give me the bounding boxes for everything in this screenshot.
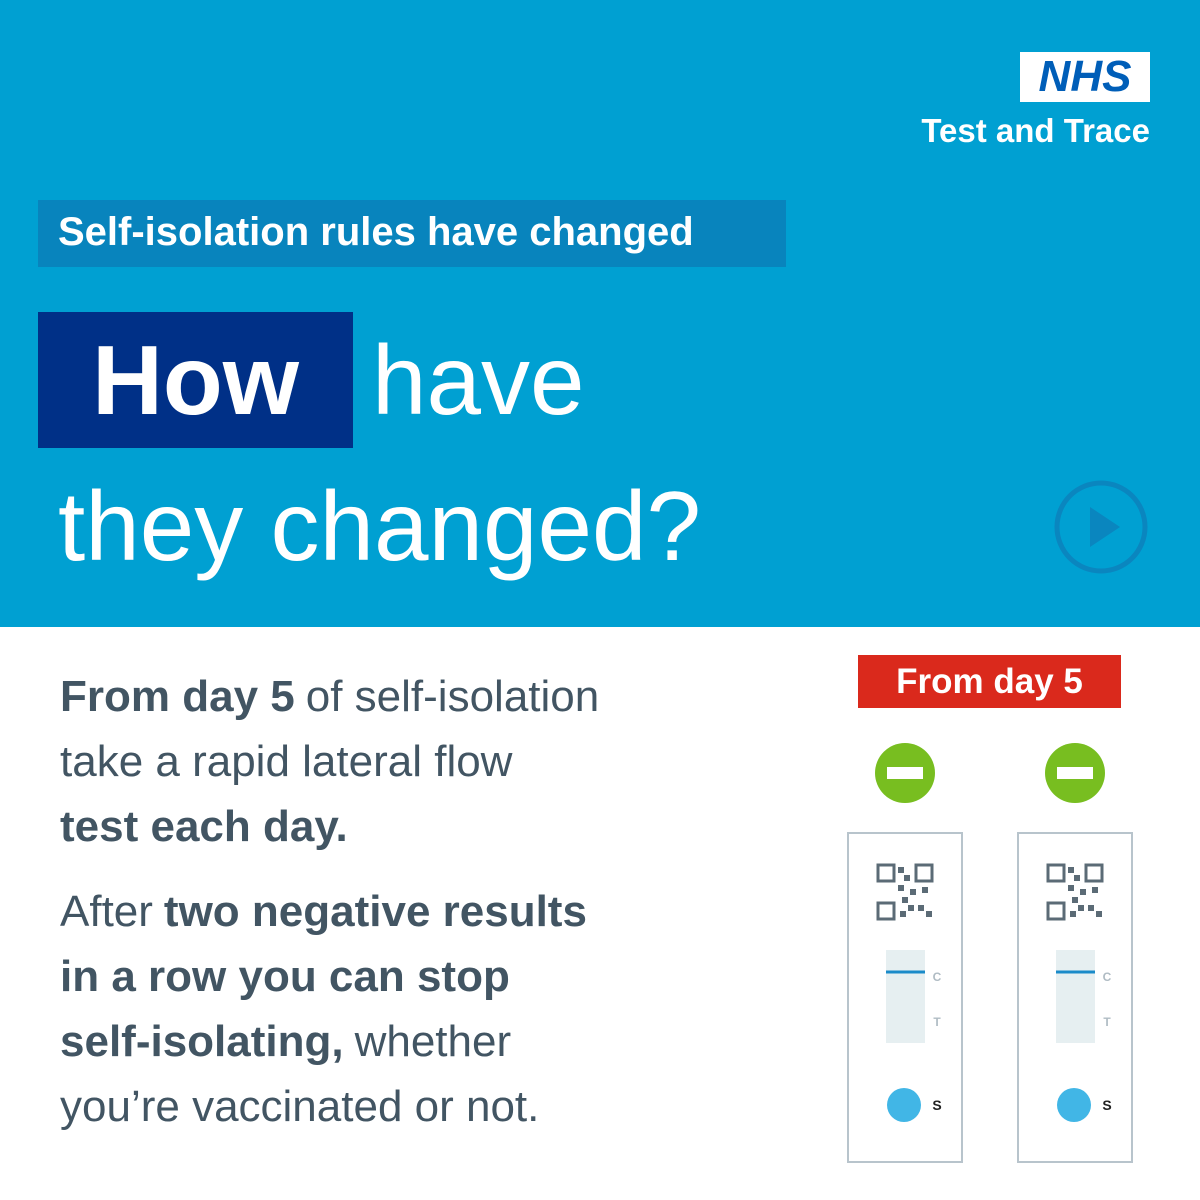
headline-rest: have (372, 325, 585, 435)
headline-line2: they changed? (58, 471, 701, 581)
body-segment: After (60, 887, 153, 936)
body-line: you’re vaccinated or not. (60, 1082, 539, 1132)
badge: From day 5 (896, 662, 1083, 701)
qr-module (1068, 867, 1074, 873)
qr-module (1088, 905, 1094, 911)
qr-module (1080, 889, 1086, 895)
qr-module (922, 887, 928, 893)
qr-module (1072, 897, 1078, 903)
qr-module (926, 911, 932, 917)
qr-finder (1084, 863, 1104, 883)
body-segment: test each day. (60, 802, 348, 851)
qr-module (1068, 885, 1074, 891)
body-segment: whether (354, 1017, 512, 1066)
qr-module (1070, 911, 1076, 917)
c-label: C (1103, 970, 1112, 984)
banner-box (38, 200, 786, 267)
qr-finder (876, 901, 896, 921)
qr-finder (914, 863, 934, 883)
qr-module (902, 897, 908, 903)
body-segment: you’re vaccinated or not. (60, 1082, 540, 1131)
body-line: test each day. (60, 802, 348, 852)
body-segment: in a row you can stop (60, 952, 510, 1001)
logo-mark: NHS (1038, 52, 1132, 101)
t-label: T (933, 1015, 941, 1029)
qr-module (900, 911, 906, 917)
s-label: S (1102, 1097, 1111, 1113)
logo-service: Test and Trace (921, 112, 1150, 149)
c-label: C (933, 970, 942, 984)
qr-finder (1046, 863, 1066, 883)
t-label: T (1103, 1015, 1111, 1029)
body-line: From day 5 of self-isolation (60, 672, 599, 722)
qr-module (904, 875, 910, 881)
qr-finder (876, 863, 896, 883)
qr-module (1078, 905, 1084, 911)
qr-module (1096, 911, 1102, 917)
body-line: self-isolating, whether (60, 1017, 511, 1067)
body-segment: From day 5 (60, 672, 295, 721)
body-segment: take a rapid lateral flow (60, 737, 513, 786)
test-window (886, 950, 925, 1043)
test-window (1056, 950, 1095, 1043)
qr-module (908, 905, 914, 911)
play-icon[interactable] (1054, 480, 1148, 574)
headline-highlight: How (92, 325, 299, 435)
sample-well (1057, 1088, 1091, 1122)
body-line: in a row you can stop (60, 952, 510, 1002)
body-segment: self-isolating, (60, 1017, 344, 1066)
body-segment: two negative results (163, 887, 587, 936)
s-label: S (932, 1097, 941, 1113)
qr-module (1092, 887, 1098, 893)
badge-box (858, 655, 1121, 708)
highlight-box (38, 312, 353, 448)
sample-well (887, 1088, 921, 1122)
negative-bar (1057, 767, 1093, 779)
body-line: take a rapid lateral flow (60, 737, 512, 787)
qr-module (1074, 875, 1080, 881)
qr-module (898, 885, 904, 891)
logo-box (1020, 52, 1150, 102)
play-triangle[interactable] (1090, 507, 1120, 547)
banner: Self-isolation rules have changed (58, 210, 694, 254)
body-segment: of self-isolation (305, 672, 600, 721)
qr-finder (1046, 901, 1066, 921)
body-line: After two negative results (60, 887, 587, 937)
tests: C T S C T S (847, 743, 1133, 1163)
negative-bar (887, 767, 923, 779)
qr-module (910, 889, 916, 895)
qr-module (918, 905, 924, 911)
qr-module (898, 867, 904, 873)
